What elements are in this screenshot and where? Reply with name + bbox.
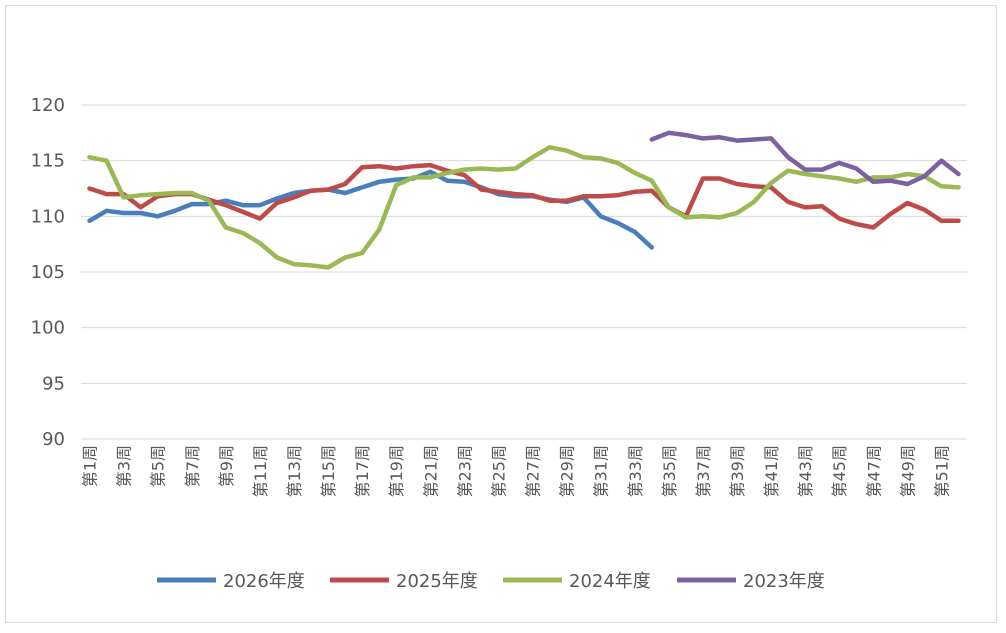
y-tick-label: 95 bbox=[42, 373, 65, 394]
x-axis-ticks: 第1周 第3周 第5周 第7周 第9周 第11周 第13周 第15周 第17周 第19周 第21周第… bbox=[81, 445, 952, 497]
x-tick-label: 第23周 bbox=[455, 445, 474, 497]
x-tick-label: 第51周 bbox=[932, 445, 951, 497]
x-tick-label: 第29周 bbox=[558, 445, 577, 497]
chart-frame bbox=[5, 5, 997, 623]
y-tick-label: 105 bbox=[31, 262, 65, 283]
series-line-3 bbox=[649, 130, 961, 187]
y-tick-label: 110 bbox=[31, 206, 65, 227]
x-tick-label: 第7周 bbox=[183, 445, 202, 487]
y-tick-label: 90 bbox=[42, 429, 65, 450]
x-tick-label: 第3周 bbox=[115, 445, 134, 487]
x-tick-label: 第5周 bbox=[149, 445, 168, 487]
x-tick-label: 第39周 bbox=[728, 445, 747, 497]
x-tick-label: 第33周 bbox=[626, 445, 645, 497]
x-tick-label: 第19周 bbox=[387, 445, 406, 497]
series-lines bbox=[87, 130, 961, 270]
x-tick-label: 第27周 bbox=[524, 445, 543, 497]
x-tick-label: 第49周 bbox=[898, 445, 917, 497]
legend-label: 2023年度 bbox=[743, 571, 825, 592]
x-tick-label: 第21周 bbox=[421, 445, 440, 497]
x-tick-label: 第9周 bbox=[217, 445, 236, 487]
legend-label: 2025年度 bbox=[396, 571, 478, 592]
x-tick-label: 第35周 bbox=[660, 445, 679, 497]
legend-label: 2024年度 bbox=[569, 571, 651, 592]
x-tick-label: 第13周 bbox=[285, 445, 304, 497]
x-tick-label: 第11周 bbox=[251, 445, 270, 497]
y-axis-ticks: 90 95 100 105 110 115 120 bbox=[31, 95, 65, 450]
x-tick-label: 第1周 bbox=[81, 445, 100, 487]
y-tick-label: 100 bbox=[31, 318, 65, 339]
legend: 2026年度 2025年度 2024年度 2023年度 bbox=[157, 571, 825, 592]
x-tick-label: 第47周 bbox=[864, 445, 883, 497]
x-tick-label: 第17周 bbox=[353, 445, 372, 497]
y-tick-label: 120 bbox=[31, 95, 65, 116]
x-tick-label: 第41周 bbox=[762, 445, 781, 497]
series-line-1 bbox=[87, 162, 961, 230]
series-line-0 bbox=[87, 169, 655, 250]
x-tick-label: 第43周 bbox=[796, 445, 815, 497]
x-tick-label: 第15周 bbox=[319, 445, 338, 497]
x-tick-label: 第45周 bbox=[830, 445, 849, 497]
x-tick-label: 第25周 bbox=[489, 445, 508, 497]
y-tick-label: 115 bbox=[31, 151, 65, 172]
gridlines bbox=[81, 104, 967, 384]
legend-label: 2026年度 bbox=[223, 571, 305, 592]
x-tick-label: 第37周 bbox=[694, 445, 713, 497]
x-tick-label: 第31周 bbox=[592, 445, 611, 497]
series-line-2 bbox=[87, 145, 961, 270]
